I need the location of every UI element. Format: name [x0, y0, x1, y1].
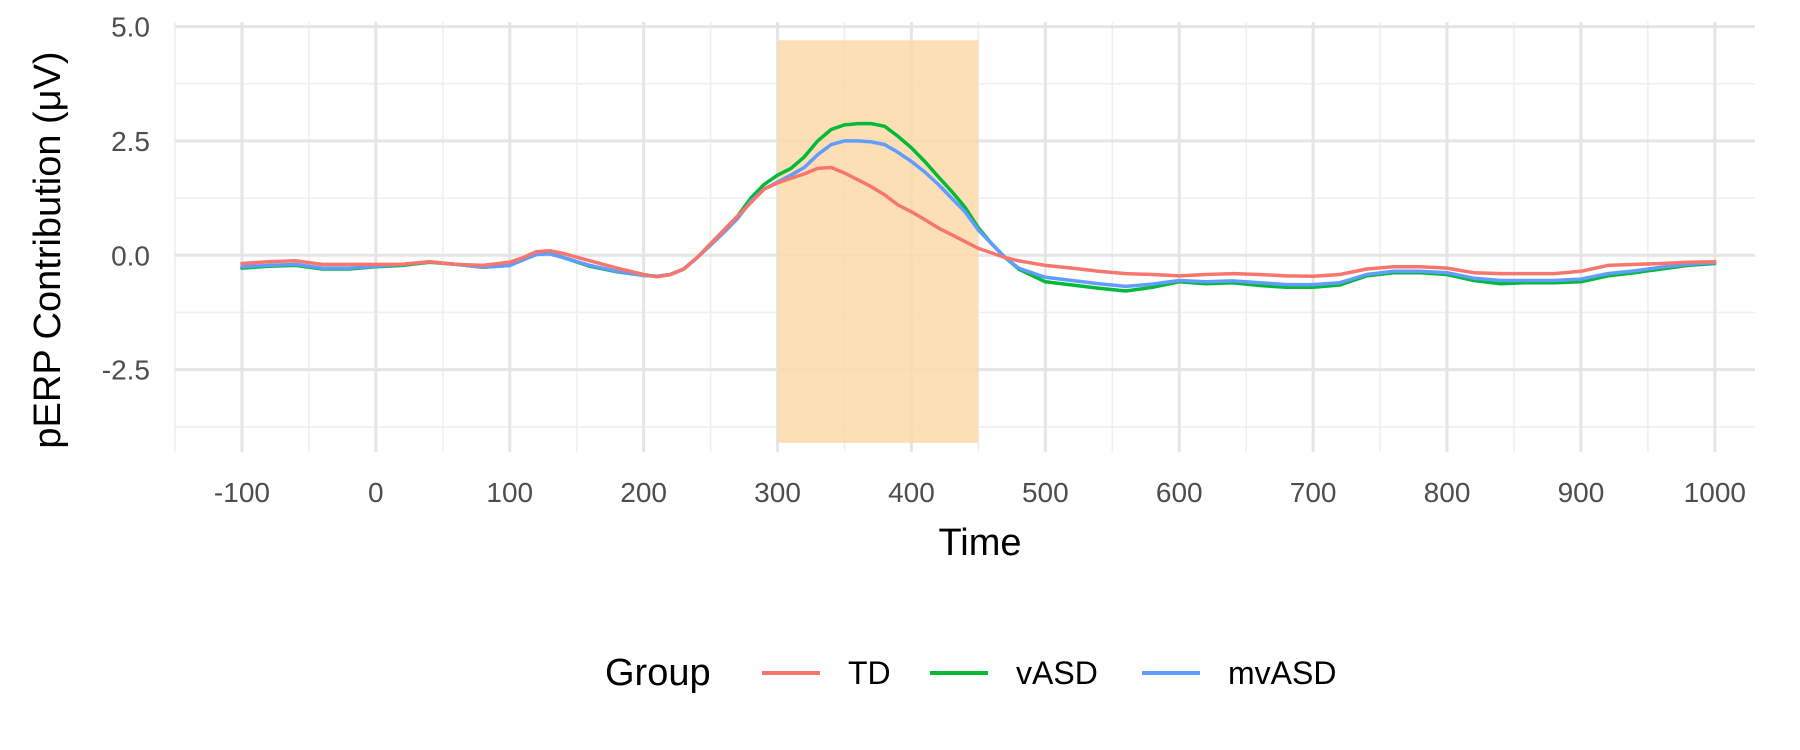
series-lines: [240, 121, 1717, 293]
x-axis-tick-labels: -100 0 100 200 300 400 500 600 700 800 900 1000: [214, 477, 1746, 508]
x-tick-label: 500: [1022, 477, 1069, 508]
x-tick-label: 800: [1424, 477, 1471, 508]
y-tick-label: 2.5: [111, 126, 150, 157]
y-tick-label: -2.5: [102, 355, 150, 386]
series-line-mvasd: [240, 139, 1717, 289]
y-axis-title: pERP Contribution (μV): [27, 51, 69, 448]
x-tick-label: 600: [1156, 477, 1203, 508]
legend-label-vasd: vASD: [1016, 655, 1098, 691]
x-tick-label: 700: [1290, 477, 1337, 508]
x-axis-title: Time: [938, 522, 1021, 564]
x-tick-label: 900: [1558, 477, 1605, 508]
legend-label-td: TD: [848, 655, 891, 691]
legend-label-mvasd: mvASD: [1228, 655, 1336, 691]
legend: Group TD vASD mvASD: [605, 652, 1336, 694]
legend-title: Group: [605, 652, 711, 694]
x-tick-label: 400: [888, 477, 935, 508]
highlight-band: [777, 40, 979, 443]
y-tick-label: 0.0: [111, 240, 150, 271]
y-tick-label: 5.0: [111, 12, 150, 43]
x-tick-label: 300: [754, 477, 801, 508]
y-axis-tick-labels: -2.5 0.0 2.5 5.0: [102, 12, 150, 386]
x-tick-label: 0: [368, 477, 384, 508]
x-tick-label: -100: [214, 477, 270, 508]
highlight-band-layer: [777, 40, 979, 443]
series-line-td: [240, 165, 1717, 279]
x-tick-label: 200: [620, 477, 667, 508]
x-tick-label: 100: [486, 477, 533, 508]
x-tick-label: 1000: [1684, 477, 1746, 508]
